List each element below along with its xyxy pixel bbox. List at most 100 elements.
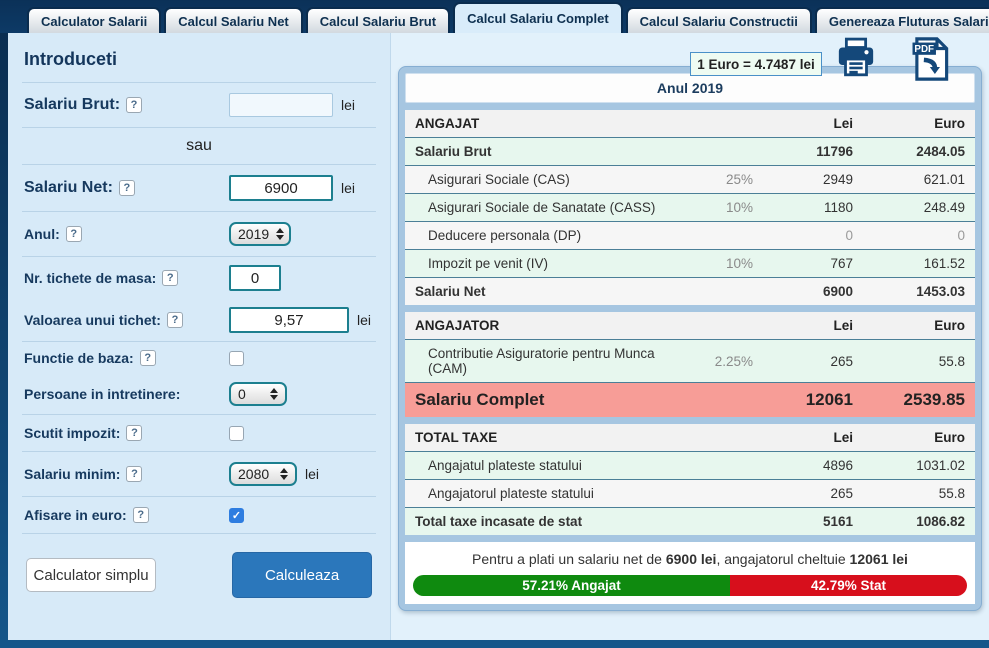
table-row-iv: Impozit pe venit (IV) 10% 767 161.52 bbox=[405, 249, 975, 277]
row-euro: 55.8 bbox=[938, 486, 965, 501]
tichete-nr-label: Nr. tichete de masa: bbox=[24, 270, 157, 286]
summary-footer: Pentru a plati un salariu net de 6900 le… bbox=[405, 542, 975, 604]
tichet-valoare-help-icon[interactable]: ? bbox=[166, 312, 183, 328]
row-lei: 767 bbox=[830, 256, 853, 271]
or-text: sau bbox=[186, 137, 212, 154]
row-lei: 265 bbox=[830, 353, 853, 369]
tichet-valoare-input[interactable] bbox=[229, 307, 349, 333]
row-lei: 6900 bbox=[822, 284, 853, 299]
summary-sentence: Pentru a plati un salariu net de 6900 le… bbox=[413, 549, 967, 571]
salariu-minim-help-icon[interactable]: ? bbox=[126, 466, 143, 482]
afisare-euro-checkbox[interactable] bbox=[229, 507, 244, 523]
result-panel: Anul 2019 ANGAJAT Lei Euro Salariu Brut … bbox=[398, 66, 982, 611]
row-lei: 11796 bbox=[816, 144, 853, 159]
tab-calcul-salariu-net[interactable]: Calcul Salariu Net bbox=[164, 7, 303, 33]
form-title: Introduceti bbox=[24, 49, 117, 69]
table-row-angajator-taxe: Angajatorul plateste statului 265 55.8 bbox=[405, 479, 975, 507]
section-header-row: ANGAJATOR Lei Euro bbox=[405, 312, 975, 339]
section-title: TOTAL TAXE bbox=[415, 430, 498, 445]
salariu-brut-label: Salariu Brut: bbox=[24, 96, 121, 113]
functie-baza-checkbox[interactable] bbox=[229, 350, 244, 366]
row-label: Asigurari Sociale (CAS) bbox=[428, 172, 570, 187]
table-row-cam: Contributie Asiguratorie pentru Munca (C… bbox=[405, 339, 975, 382]
tab-calcul-salariu-complet[interactable]: Calcul Salariu Complet bbox=[453, 2, 623, 33]
row-euro: 1031.02 bbox=[916, 458, 965, 473]
bar-green-segment: 57.21% Angajat bbox=[413, 575, 730, 596]
row-pct: 25% bbox=[725, 172, 753, 187]
tab-bar: Calculator Salarii Calcul Salariu Net Ca… bbox=[0, 0, 989, 33]
calculeaza-button[interactable]: Calculeaza bbox=[232, 552, 372, 598]
functie-baza-help-icon[interactable]: ? bbox=[139, 350, 156, 366]
tab-calcul-salariu-constructii[interactable]: Calcul Salariu Constructii bbox=[625, 7, 812, 33]
afisare-euro-help-icon[interactable]: ? bbox=[132, 507, 149, 523]
tab-calculator-salarii[interactable]: Calculator Salarii bbox=[27, 7, 162, 33]
tichete-nr-help-icon[interactable]: ? bbox=[162, 270, 179, 286]
table-row-cas: Asigurari Sociale (CAS) 25% 2949 621.01 bbox=[405, 165, 975, 193]
salariu-brut-unit: lei bbox=[341, 97, 356, 113]
row-lei: 4896 bbox=[822, 458, 853, 473]
row-euro: 248.49 bbox=[923, 200, 965, 215]
section-angajat: ANGAJAT Lei Euro Salariu Brut 11796 2484… bbox=[405, 110, 975, 305]
functie-baza-label: Functie de baza: bbox=[24, 350, 134, 366]
salariu-net-unit: lei bbox=[341, 180, 356, 196]
row-euro: 2484.05 bbox=[916, 144, 965, 159]
scutit-help-icon[interactable]: ? bbox=[126, 425, 143, 441]
salariu-net-help-icon[interactable]: ? bbox=[118, 180, 135, 196]
scutit-label: Scutit impozit: bbox=[24, 425, 121, 441]
spinner-arrows-icon bbox=[276, 228, 285, 240]
table-row-total-taxe: Total taxe incasate de stat 5161 1086.82 bbox=[405, 507, 975, 535]
salariu-brut-help-icon[interactable]: ? bbox=[126, 97, 143, 113]
summary-net-value: 6900 lei bbox=[665, 551, 717, 567]
row-pct: 10% bbox=[725, 200, 753, 215]
section-header-row: ANGAJAT Lei Euro bbox=[405, 110, 975, 137]
row-label: Impozit pe venit (IV) bbox=[428, 256, 549, 271]
summary-total-value: 12061 lei bbox=[849, 551, 908, 567]
salariu-minim-select-value: 2080 bbox=[238, 466, 270, 482]
section-angajator: ANGAJATOR Lei Euro Contributie Asigurato… bbox=[405, 312, 975, 417]
printer-icon[interactable] bbox=[835, 36, 877, 80]
row-lei: 1180 bbox=[823, 200, 853, 215]
anul-select-value: 2019 bbox=[238, 226, 270, 242]
salariu-brut-input[interactable] bbox=[229, 93, 333, 117]
anul-help-icon[interactable]: ? bbox=[65, 226, 82, 242]
salariu-net-input[interactable] bbox=[229, 175, 333, 201]
tichete-nr-input[interactable] bbox=[229, 265, 281, 291]
table-row-salariu-net: Salariu Net 6900 1453.03 bbox=[405, 277, 975, 305]
tab-genereaza-fluturas-salariu[interactable]: Genereaza Fluturas Salariu bbox=[814, 7, 989, 33]
persoane-select[interactable]: 0 bbox=[229, 382, 287, 406]
salariu-minim-select[interactable]: 2080 bbox=[229, 462, 297, 486]
row-pct: 2.25% bbox=[714, 353, 753, 369]
afisare-euro-label: Afisare in euro: bbox=[24, 507, 127, 523]
row-euro: 2539.85 bbox=[903, 390, 965, 409]
row-euro: 55.8 bbox=[938, 353, 965, 369]
section-total-taxe: TOTAL TAXE Lei Euro Angajatul plateste s… bbox=[405, 424, 975, 535]
row-pct: 10% bbox=[725, 256, 753, 271]
anul-label: Anul: bbox=[24, 226, 60, 242]
row-euro: 1086.82 bbox=[916, 514, 965, 529]
calculator-simplu-button[interactable]: Calculator simplu bbox=[26, 558, 157, 592]
tab-calcul-salariu-brut[interactable]: Calcul Salariu Brut bbox=[305, 7, 451, 33]
anul-select[interactable]: 2019 bbox=[229, 222, 291, 246]
row-euro: 0 bbox=[957, 228, 965, 243]
row-euro: 1453.03 bbox=[916, 284, 965, 299]
pdf-download-icon[interactable]: PDF bbox=[909, 36, 951, 81]
persoane-select-value: 0 bbox=[238, 386, 246, 402]
col-euro: Euro bbox=[934, 116, 965, 131]
summary-text: , angajatorul cheltuie bbox=[716, 551, 850, 567]
table-row-cass: Asigurari Sociale de Sanatate (CASS) 10%… bbox=[405, 193, 975, 221]
persoane-label: Persoane in intretinere: bbox=[24, 386, 181, 402]
scutit-checkbox[interactable] bbox=[229, 425, 244, 441]
row-euro: 621.01 bbox=[923, 172, 965, 187]
col-lei: Lei bbox=[833, 116, 853, 131]
split-progress-bar: 57.21% Angajat 42.79% Stat bbox=[413, 575, 967, 596]
section-title: ANGAJAT bbox=[415, 116, 480, 131]
row-label: Contributie Asiguratorie pentru Munca (C… bbox=[428, 346, 655, 376]
row-lei: 0 bbox=[845, 228, 853, 243]
table-row-salariu-brut: Salariu Brut 11796 2484.05 bbox=[405, 137, 975, 165]
row-label: Total taxe incasate de stat bbox=[415, 514, 583, 529]
spinner-arrows-icon bbox=[280, 468, 288, 480]
input-form: Introduceti Salariu Brut: ? lei sau Sala… bbox=[8, 33, 391, 640]
row-label: Salariu Brut bbox=[415, 144, 492, 159]
row-label: Salariu Complet bbox=[415, 390, 545, 409]
salariu-minim-unit: lei bbox=[305, 466, 320, 482]
